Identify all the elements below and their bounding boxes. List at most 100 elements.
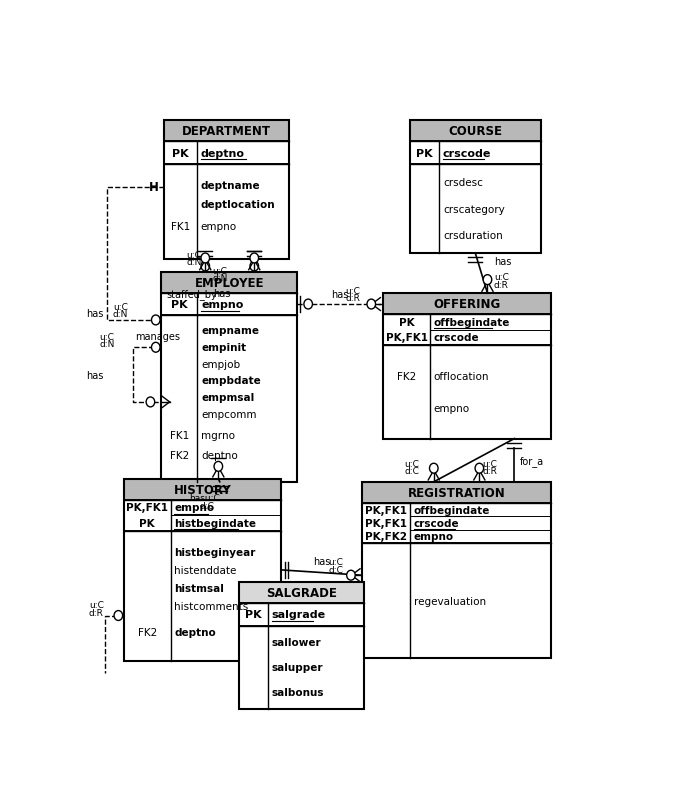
Text: PK: PK bbox=[416, 148, 433, 158]
Text: FK1: FK1 bbox=[170, 431, 189, 440]
Circle shape bbox=[475, 464, 484, 473]
Text: SALGRADE: SALGRADE bbox=[266, 586, 337, 599]
Text: d:R: d:R bbox=[89, 608, 104, 618]
Bar bbox=[161, 272, 297, 482]
Text: crscategory: crscategory bbox=[443, 205, 504, 214]
Text: histmsal: histmsal bbox=[175, 583, 224, 593]
Text: PK: PK bbox=[245, 610, 262, 620]
Bar bbox=[410, 142, 541, 164]
Bar bbox=[164, 121, 290, 260]
Text: FK2: FK2 bbox=[170, 451, 189, 460]
Text: offbegindate: offbegindate bbox=[413, 505, 490, 516]
Text: empmsal: empmsal bbox=[201, 392, 255, 403]
Text: mgrno: mgrno bbox=[201, 431, 235, 440]
Bar bbox=[239, 582, 364, 603]
Text: PK: PK bbox=[172, 148, 188, 158]
Text: PK,FK1: PK,FK1 bbox=[386, 333, 428, 343]
Text: FK2: FK2 bbox=[397, 371, 416, 382]
Text: PK,FK1: PK,FK1 bbox=[126, 503, 168, 512]
Text: empjob: empjob bbox=[201, 359, 240, 369]
Text: PK: PK bbox=[399, 318, 415, 327]
Text: PK,FK1: PK,FK1 bbox=[365, 518, 406, 529]
Text: has: has bbox=[313, 556, 331, 566]
Text: EMPLOYEE: EMPLOYEE bbox=[195, 276, 264, 290]
Bar bbox=[239, 626, 364, 709]
Bar bbox=[362, 503, 551, 543]
Text: FK1: FK1 bbox=[170, 221, 190, 232]
Text: has: has bbox=[86, 308, 104, 318]
Bar bbox=[239, 582, 364, 709]
Bar bbox=[161, 272, 297, 294]
Text: u:C: u:C bbox=[113, 302, 128, 311]
Text: PK,FK1: PK,FK1 bbox=[365, 505, 406, 516]
Text: hasu:C: hasu:C bbox=[189, 494, 219, 503]
Text: histenddate: histenddate bbox=[175, 565, 237, 575]
Text: PK: PK bbox=[139, 518, 155, 529]
Bar bbox=[164, 121, 290, 142]
Text: offbegindate: offbegindate bbox=[434, 318, 510, 327]
Text: u:C: u:C bbox=[494, 273, 509, 282]
Text: deptno: deptno bbox=[175, 628, 216, 638]
Text: deptlocation: deptlocation bbox=[201, 200, 275, 210]
Text: deptno: deptno bbox=[201, 451, 238, 460]
Bar bbox=[161, 294, 297, 316]
Text: PK: PK bbox=[171, 300, 188, 310]
Bar bbox=[362, 482, 551, 503]
Text: for_a: for_a bbox=[520, 456, 544, 466]
Bar bbox=[161, 316, 297, 482]
Circle shape bbox=[367, 300, 375, 310]
Bar bbox=[410, 164, 541, 253]
Text: u:C: u:C bbox=[186, 250, 201, 259]
Text: d:R: d:R bbox=[346, 294, 360, 303]
Text: DEPARTMENT: DEPARTMENT bbox=[182, 125, 271, 138]
Text: u:C: u:C bbox=[99, 332, 115, 341]
Text: offlocation: offlocation bbox=[434, 371, 489, 382]
Text: empbdate: empbdate bbox=[201, 376, 261, 386]
Text: d:C: d:C bbox=[404, 467, 420, 476]
Bar bbox=[383, 315, 551, 346]
Text: d:N: d:N bbox=[113, 310, 128, 319]
Text: u:C: u:C bbox=[89, 600, 104, 610]
Text: H: H bbox=[149, 181, 159, 194]
Text: u:C: u:C bbox=[346, 286, 360, 296]
Bar bbox=[124, 531, 282, 662]
Text: salbonus: salbonus bbox=[272, 687, 324, 697]
Text: crscode: crscode bbox=[413, 518, 459, 529]
Bar bbox=[362, 543, 551, 658]
Text: crscode: crscode bbox=[434, 333, 480, 343]
Bar bbox=[164, 164, 290, 260]
Circle shape bbox=[429, 464, 438, 473]
Text: empno: empno bbox=[434, 403, 470, 413]
Text: HISTORY: HISTORY bbox=[174, 483, 231, 496]
Text: empno: empno bbox=[413, 531, 453, 541]
Text: deptname: deptname bbox=[201, 180, 260, 191]
Circle shape bbox=[250, 253, 259, 264]
Circle shape bbox=[250, 261, 259, 272]
Text: empno: empno bbox=[175, 503, 215, 512]
Text: regevaluation: regevaluation bbox=[413, 596, 486, 606]
Text: has: has bbox=[86, 371, 104, 380]
Circle shape bbox=[201, 261, 210, 272]
Text: histcomments: histcomments bbox=[175, 602, 248, 612]
Text: d:C: d:C bbox=[328, 565, 344, 574]
Bar bbox=[383, 294, 551, 315]
Bar bbox=[383, 294, 551, 439]
Bar bbox=[164, 142, 290, 164]
Circle shape bbox=[483, 275, 492, 286]
Text: d:N: d:N bbox=[186, 258, 202, 267]
Bar bbox=[362, 482, 551, 658]
Text: has: has bbox=[213, 289, 230, 299]
Text: u:C: u:C bbox=[213, 266, 228, 276]
Bar bbox=[124, 479, 282, 662]
Text: PK,FK2: PK,FK2 bbox=[365, 531, 406, 541]
Text: deptno: deptno bbox=[201, 148, 245, 158]
Circle shape bbox=[146, 398, 155, 407]
Text: u:C: u:C bbox=[328, 557, 344, 566]
Text: empno: empno bbox=[201, 221, 237, 232]
Text: d:R: d:R bbox=[494, 281, 509, 290]
Text: crsduration: crsduration bbox=[443, 231, 503, 241]
Bar bbox=[124, 500, 282, 531]
Text: has: has bbox=[332, 290, 349, 300]
Text: crscode: crscode bbox=[443, 148, 491, 158]
Text: empname: empname bbox=[201, 326, 259, 336]
